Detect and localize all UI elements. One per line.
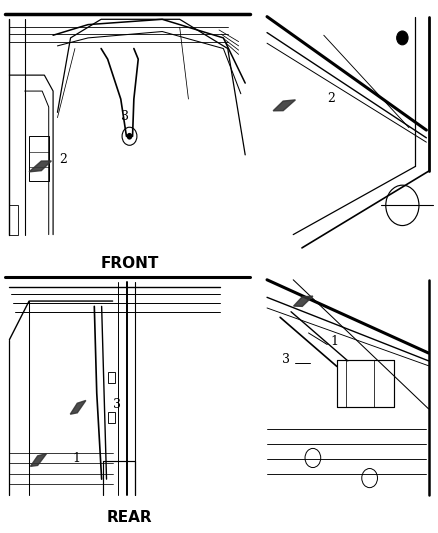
Text: 2: 2	[327, 92, 335, 104]
Text: 2: 2	[60, 153, 67, 166]
Polygon shape	[70, 400, 86, 414]
Polygon shape	[293, 296, 313, 306]
Polygon shape	[273, 100, 295, 111]
Text: 3: 3	[113, 399, 121, 411]
Text: REAR: REAR	[107, 510, 152, 525]
Polygon shape	[29, 161, 51, 172]
Text: FRONT: FRONT	[100, 256, 159, 271]
Circle shape	[397, 31, 408, 45]
Circle shape	[127, 134, 132, 139]
Text: 3: 3	[121, 110, 129, 123]
Polygon shape	[30, 454, 46, 466]
Text: 1: 1	[330, 335, 338, 348]
Text: 1: 1	[73, 451, 81, 465]
Text: 3: 3	[283, 353, 290, 366]
